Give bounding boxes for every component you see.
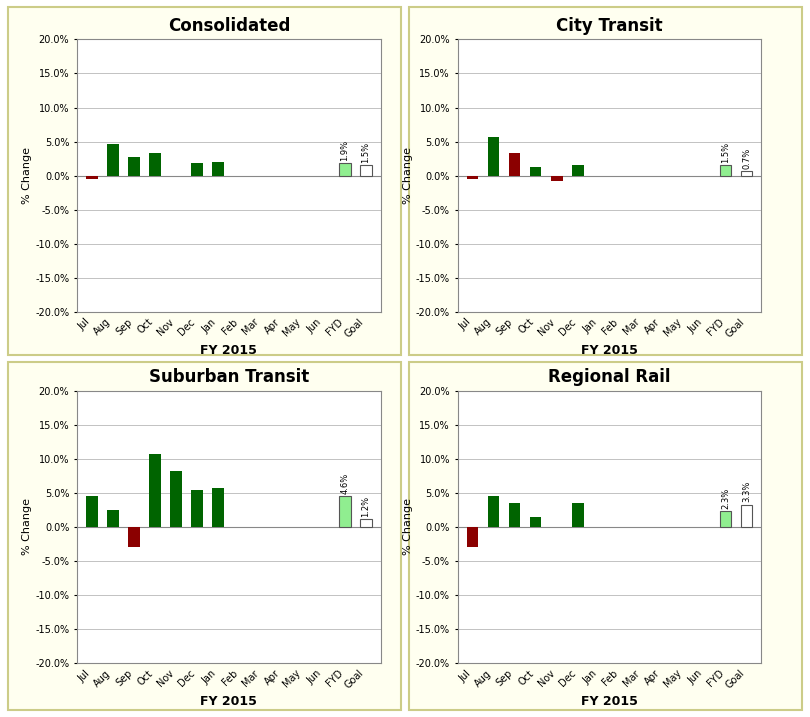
Bar: [720, 511, 731, 527]
Bar: [360, 519, 372, 527]
Y-axis label: % Change: % Change: [23, 147, 32, 204]
Bar: [509, 153, 520, 176]
Bar: [128, 527, 139, 548]
Text: 4.6%: 4.6%: [340, 473, 349, 493]
Bar: [551, 176, 563, 181]
Bar: [530, 168, 542, 176]
Bar: [467, 527, 478, 548]
Title: Consolidated: Consolidated: [168, 17, 290, 35]
Bar: [720, 166, 731, 176]
Text: 1.2%: 1.2%: [361, 495, 370, 517]
Bar: [107, 143, 118, 176]
Bar: [360, 166, 372, 176]
Bar: [741, 171, 752, 176]
Y-axis label: % Change: % Change: [403, 147, 413, 204]
X-axis label: FY 2015: FY 2015: [581, 343, 638, 356]
Text: 1.9%: 1.9%: [340, 140, 349, 161]
Bar: [572, 503, 584, 527]
Bar: [149, 454, 161, 527]
Text: 1.5%: 1.5%: [361, 142, 370, 163]
Bar: [488, 496, 499, 527]
Bar: [509, 503, 520, 527]
Bar: [488, 137, 499, 176]
Bar: [572, 166, 584, 176]
Title: Regional Rail: Regional Rail: [548, 369, 671, 386]
X-axis label: FY 2015: FY 2015: [581, 695, 638, 708]
Bar: [149, 153, 161, 176]
Bar: [741, 505, 752, 527]
Bar: [212, 488, 224, 527]
Title: City Transit: City Transit: [556, 17, 663, 35]
Bar: [212, 162, 224, 176]
Bar: [339, 495, 351, 527]
Text: 0.7%: 0.7%: [742, 148, 751, 169]
Text: 1.5%: 1.5%: [721, 142, 730, 163]
Bar: [86, 176, 97, 179]
X-axis label: FY 2015: FY 2015: [200, 343, 258, 356]
Bar: [467, 176, 478, 179]
Title: Suburban Transit: Suburban Transit: [149, 369, 309, 386]
Bar: [191, 163, 203, 176]
Bar: [86, 495, 97, 527]
Bar: [530, 517, 542, 527]
Text: 3.3%: 3.3%: [742, 481, 751, 503]
Text: 2.3%: 2.3%: [721, 488, 730, 509]
Y-axis label: % Change: % Change: [23, 498, 32, 556]
Bar: [107, 510, 118, 527]
Bar: [191, 490, 203, 527]
Y-axis label: % Change: % Change: [403, 498, 413, 556]
Bar: [128, 156, 139, 176]
X-axis label: FY 2015: FY 2015: [200, 695, 258, 708]
Bar: [339, 163, 351, 176]
Bar: [170, 471, 182, 527]
